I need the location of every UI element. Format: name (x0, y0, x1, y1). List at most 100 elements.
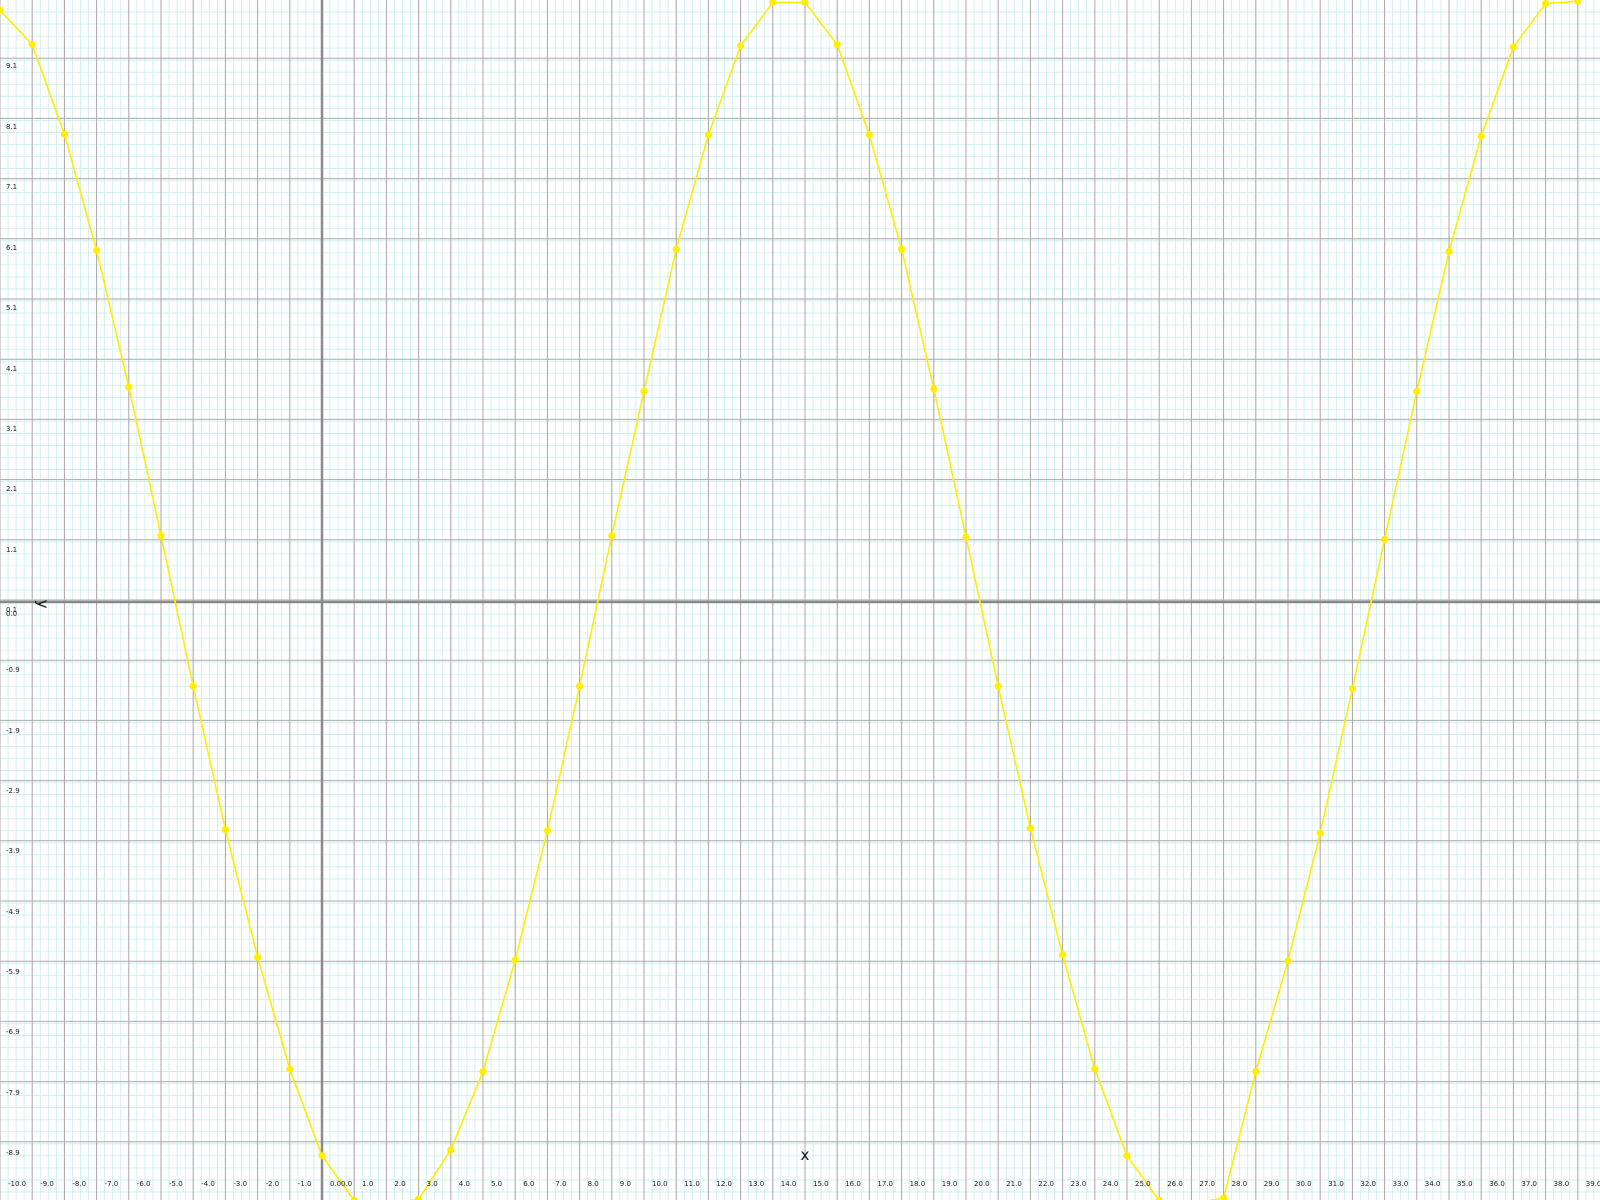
data-point (1026, 824, 1034, 832)
y-tick-label: 1.1 (6, 546, 17, 554)
data-point (576, 682, 584, 690)
data-point (28, 40, 36, 49)
x-tick-label: -10.0 (8, 1180, 26, 1188)
data-point (1155, 1196, 1163, 1200)
data-point (157, 532, 165, 540)
data-point (1574, 0, 1582, 5)
data-point (608, 532, 616, 540)
x-tick-label: 9.0 (620, 1180, 631, 1188)
x-tick-label: 26.0 (1167, 1180, 1183, 1188)
x-tick-label: -8.0 (72, 1180, 86, 1188)
x-tick-label: 25.0 (1135, 1180, 1151, 1188)
y-tick-label: 9.1 (6, 62, 17, 70)
y-tick-label: -3.9 (6, 847, 20, 855)
data-point (898, 245, 906, 253)
x-tick-label: 31.0 (1328, 1180, 1344, 1188)
data-point (640, 387, 648, 395)
y-tick-label: 0.1 (6, 606, 17, 614)
x-tick-label: 34.0 (1425, 1180, 1441, 1188)
data-point (0, 6, 4, 14)
data-point (930, 385, 938, 393)
data-point (769, 0, 777, 7)
y-tick-label: -5.9 (6, 968, 20, 976)
x-tick-label: 20.0 (974, 1180, 990, 1188)
x-tick-label: 2.0 (394, 1180, 405, 1188)
x-tick-label: 30.0 (1296, 1180, 1312, 1188)
data-point (1477, 132, 1485, 140)
x-tick-label: 24.0 (1103, 1180, 1119, 1188)
x-tick-label: 7.0 (555, 1180, 566, 1188)
data-point (1252, 1067, 1260, 1076)
data-point (1091, 1065, 1099, 1073)
data-point (479, 1067, 487, 1076)
x-tick-label: 10.0 (652, 1180, 668, 1188)
x-tick-label: 23.0 (1071, 1180, 1087, 1188)
data-point (1059, 951, 1067, 959)
data-point (93, 246, 101, 255)
data-point (1509, 43, 1517, 51)
x-tick-label: 4.0 (459, 1180, 470, 1188)
data-point (801, 0, 809, 7)
data-point (994, 682, 1002, 690)
data-point (350, 1196, 358, 1200)
x-tick-label: -6.0 (137, 1180, 151, 1188)
data-point (704, 131, 713, 139)
data-point (511, 956, 519, 964)
x-tick-label: 29.0 (1264, 1180, 1280, 1188)
x-tick-label: 16.0 (845, 1180, 861, 1188)
x-tick-label: 19.0 (942, 1180, 958, 1188)
x-tick-label: 5.0 (491, 1180, 502, 1188)
x-tick-label: 27.0 (1199, 1180, 1215, 1188)
x-tick-label: 6.0 (523, 1180, 534, 1188)
data-point (1381, 535, 1389, 543)
x-tick-label: 12.0 (716, 1180, 732, 1188)
data-point (447, 1146, 455, 1154)
data-point (1542, 0, 1550, 8)
x-tick-label: 18.0 (910, 1180, 926, 1188)
data-point (254, 953, 262, 961)
data-point (543, 827, 552, 835)
x-tick-label: -5.0 (169, 1180, 183, 1188)
x-axis-title: x (801, 1146, 810, 1164)
x-tick-label: 3.0 (427, 1180, 438, 1188)
data-point (1220, 1194, 1228, 1200)
data-point (962, 533, 970, 541)
y-tick-label: -4.9 (6, 908, 20, 916)
x-tick-label: -4.0 (201, 1180, 215, 1188)
y-tick-label: 7.1 (6, 183, 17, 191)
data-point (60, 130, 68, 138)
y-tick-label: 8.1 (6, 123, 17, 131)
y-tick-label: -6.9 (6, 1028, 20, 1036)
x-tick-label: 22.0 (1038, 1180, 1054, 1188)
x-tick-label: 1.0 (362, 1180, 373, 1188)
data-point (318, 1152, 326, 1160)
x-tick-label: 36.0 (1489, 1180, 1505, 1188)
data-point (1316, 829, 1324, 837)
x-tick-label: 21.0 (1006, 1180, 1022, 1188)
y-tick-labels: 9.1 8.1 7.1 6.1 5.1 4.1 3.1 2.1 1.1 0.10.0 -0.9 -1.… (6, 62, 20, 1157)
x-tick-label: 0.0 (341, 1180, 352, 1188)
data-point (125, 383, 133, 391)
data-point (1445, 248, 1453, 256)
data-point (1123, 1152, 1131, 1160)
data-point (737, 42, 745, 50)
y-tick-label: 5.1 (6, 304, 17, 312)
x-tick-label: -9.0 (40, 1180, 54, 1188)
x-tick-label: 32.0 (1360, 1180, 1376, 1188)
y-tick-label: 6.1 (6, 244, 17, 252)
x-tick-label: 11.0 (684, 1180, 700, 1188)
x-tick-label: 39.0 (1586, 1180, 1600, 1188)
y-tick-label: -0.9 (6, 666, 20, 674)
y-tick-label: 0.0 (6, 610, 17, 618)
y-tick-label: 3.1 (6, 425, 17, 433)
x-tick-label: 37.0 (1521, 1180, 1537, 1188)
data-point (286, 1065, 294, 1073)
data-point (1348, 685, 1356, 693)
x-tick-label: -1.0 (298, 1180, 312, 1188)
data-point (1284, 957, 1292, 965)
data-point (865, 131, 874, 139)
